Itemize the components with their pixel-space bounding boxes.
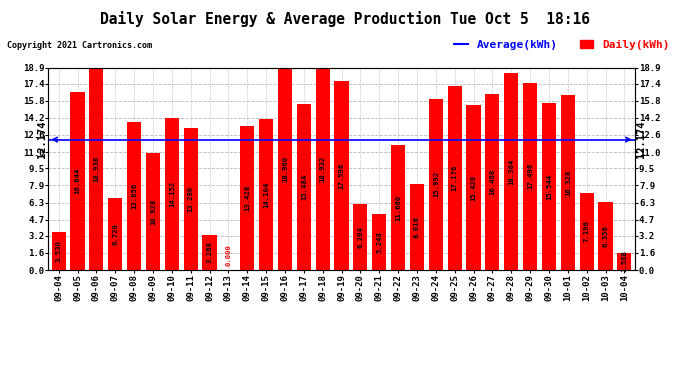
Text: 18.932: 18.932 bbox=[319, 156, 326, 182]
Bar bbox=[372, 214, 386, 270]
Legend: Average(kWh), Daily(kWh): Average(kWh), Daily(kWh) bbox=[450, 36, 674, 54]
Bar bbox=[335, 81, 348, 270]
Text: 15.992: 15.992 bbox=[433, 171, 439, 198]
Bar bbox=[618, 253, 631, 270]
Text: 0.000: 0.000 bbox=[226, 244, 231, 266]
Text: 12.174: 12.174 bbox=[37, 121, 48, 158]
Text: Daily Solar Energy & Average Production Tue Oct 5  18:16: Daily Solar Energy & Average Production … bbox=[100, 11, 590, 27]
Text: 14.104: 14.104 bbox=[263, 182, 269, 208]
Text: 13.856: 13.856 bbox=[131, 183, 137, 209]
Text: 13.280: 13.280 bbox=[188, 186, 194, 212]
Text: 17.176: 17.176 bbox=[452, 165, 457, 191]
Bar bbox=[504, 73, 518, 270]
Bar bbox=[353, 204, 368, 270]
Text: 3.268: 3.268 bbox=[206, 242, 213, 263]
Text: 7.196: 7.196 bbox=[584, 220, 590, 242]
Text: 15.420: 15.420 bbox=[471, 174, 477, 201]
Text: 16.644: 16.644 bbox=[75, 168, 81, 194]
Bar bbox=[448, 86, 462, 270]
Bar bbox=[89, 67, 104, 270]
Text: 18.936: 18.936 bbox=[93, 155, 99, 182]
Bar bbox=[184, 128, 198, 270]
Bar bbox=[240, 126, 255, 270]
Text: 18.960: 18.960 bbox=[282, 155, 288, 182]
Bar bbox=[466, 105, 481, 270]
Bar bbox=[428, 99, 443, 270]
Bar bbox=[297, 104, 311, 270]
Text: 16.328: 16.328 bbox=[565, 170, 571, 196]
Text: 1.588: 1.588 bbox=[622, 251, 627, 272]
Bar bbox=[523, 82, 538, 270]
Text: 14.152: 14.152 bbox=[169, 181, 175, 207]
Text: 12.174: 12.174 bbox=[636, 121, 646, 158]
Text: 13.428: 13.428 bbox=[244, 185, 250, 211]
Bar bbox=[315, 67, 330, 270]
Bar bbox=[202, 235, 217, 270]
Bar bbox=[108, 198, 122, 270]
Bar bbox=[70, 92, 85, 270]
Bar bbox=[598, 202, 613, 270]
Text: 3.530: 3.530 bbox=[56, 240, 61, 262]
Bar bbox=[165, 118, 179, 270]
Text: 6.204: 6.204 bbox=[357, 226, 364, 248]
Text: 16.468: 16.468 bbox=[489, 169, 495, 195]
Bar bbox=[410, 184, 424, 270]
Text: 17.496: 17.496 bbox=[527, 163, 533, 189]
Text: 11.680: 11.680 bbox=[395, 194, 401, 220]
Bar bbox=[580, 193, 594, 270]
Text: 17.596: 17.596 bbox=[339, 163, 344, 189]
Bar bbox=[52, 232, 66, 270]
Text: Copyright 2021 Cartronics.com: Copyright 2021 Cartronics.com bbox=[7, 41, 152, 50]
Bar bbox=[127, 122, 141, 270]
Text: 15.484: 15.484 bbox=[301, 174, 307, 200]
Text: 6.720: 6.720 bbox=[112, 223, 118, 245]
Text: 10.928: 10.928 bbox=[150, 198, 156, 225]
Bar bbox=[259, 119, 273, 270]
Bar bbox=[391, 145, 405, 270]
Bar bbox=[146, 153, 160, 270]
Text: 5.248: 5.248 bbox=[376, 231, 382, 253]
Bar bbox=[278, 67, 292, 270]
Bar bbox=[561, 95, 575, 270]
Text: 6.356: 6.356 bbox=[602, 225, 609, 247]
Text: 15.544: 15.544 bbox=[546, 174, 552, 200]
Text: 8.016: 8.016 bbox=[414, 216, 420, 238]
Bar bbox=[485, 93, 500, 270]
Bar bbox=[542, 104, 556, 270]
Text: 18.384: 18.384 bbox=[509, 158, 514, 184]
